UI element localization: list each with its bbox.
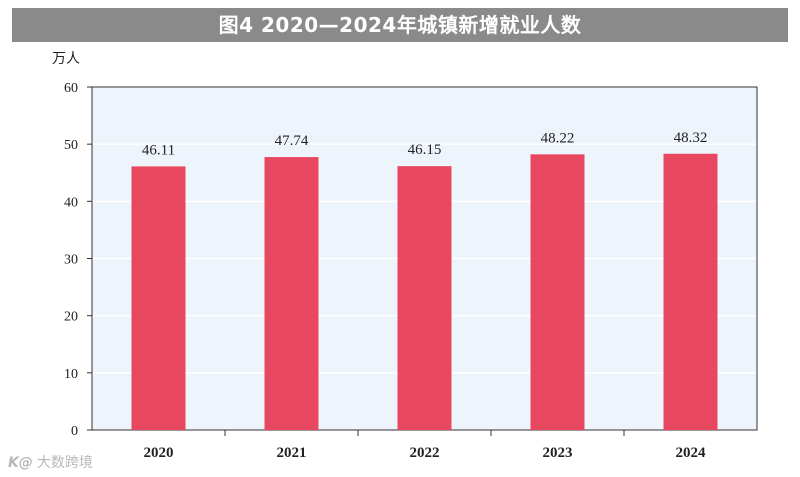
data-label: 46.11 — [142, 142, 175, 158]
x-tick-label: 2022 — [410, 445, 440, 461]
watermark: K@ 大数跨境 — [8, 452, 93, 472]
y-axis-unit-label: 万人 — [52, 51, 80, 67]
y-tick-label: 10 — [64, 367, 78, 382]
x-tick-label: 2020 — [144, 445, 174, 461]
watermark-logo: K@ — [8, 455, 33, 471]
x-tick-label: 2023 — [543, 445, 573, 461]
bar — [530, 154, 585, 430]
y-tick-label: 50 — [64, 138, 78, 153]
data-label: 46.15 — [408, 142, 442, 158]
data-label: 47.74 — [275, 133, 309, 149]
x-tick-label: 2021 — [277, 445, 307, 461]
y-tick-label: 30 — [64, 253, 78, 268]
y-tick-label: 20 — [64, 310, 78, 325]
y-tick-label: 60 — [64, 81, 78, 96]
bar — [663, 153, 718, 430]
chart-title: 图4 2020—2024年城镇新增就业人数 — [12, 8, 788, 42]
bar — [131, 166, 186, 431]
y-tick-label: 0 — [71, 424, 78, 439]
x-tick-label: 2024 — [676, 445, 707, 461]
bar — [264, 157, 319, 430]
bar — [397, 166, 452, 430]
y-tick-label: 40 — [64, 195, 78, 210]
data-label: 48.32 — [674, 130, 708, 146]
watermark-text: 大数跨境 — [36, 455, 93, 471]
data-label: 48.22 — [541, 130, 575, 146]
